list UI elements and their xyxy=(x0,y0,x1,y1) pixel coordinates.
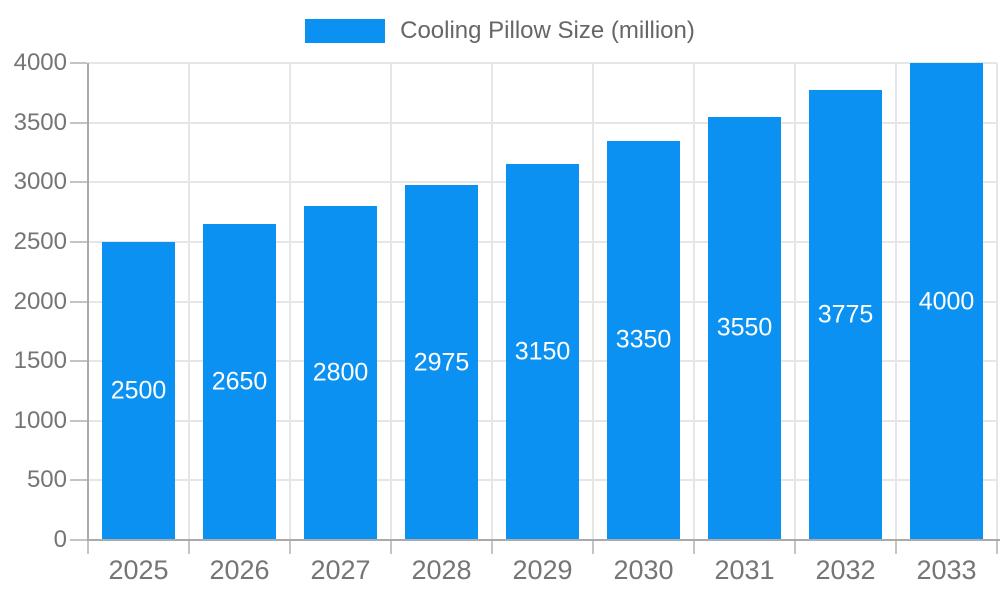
x-axis-label: 2032 xyxy=(815,555,876,585)
bar-value-label: 2500 xyxy=(110,376,167,405)
legend-label: Cooling Pillow Size (million) xyxy=(400,17,695,44)
bar[interactable]: 4000 xyxy=(910,63,983,540)
y-axis-label: 4000 xyxy=(13,49,67,76)
x-axis-label: 2026 xyxy=(209,555,270,585)
y-axis-label: 2000 xyxy=(13,287,67,315)
x-gridline xyxy=(390,63,392,540)
x-axis-tick xyxy=(794,540,796,554)
x-axis-line xyxy=(87,539,1000,541)
x-axis-tick xyxy=(491,540,493,554)
bar[interactable]: 3150 xyxy=(506,164,579,540)
y-axis-tick xyxy=(70,121,87,124)
bar[interactable]: 3350 xyxy=(607,140,680,540)
bar[interactable]: 3550 xyxy=(708,116,781,540)
bar[interactable]: 2800 xyxy=(304,206,377,540)
bar-value-label: 2975 xyxy=(413,348,470,377)
y-axis-label: 500 xyxy=(26,466,67,494)
x-axis-tick xyxy=(188,540,190,554)
y-gridline xyxy=(88,121,997,124)
x-axis-tick xyxy=(390,540,392,554)
x-axis-tick xyxy=(289,540,291,554)
x-gridline xyxy=(188,63,190,540)
x-axis-label: 2033 xyxy=(916,555,977,585)
y-axis-tick xyxy=(70,181,87,184)
bar[interactable]: 2500 xyxy=(102,241,175,540)
bar-value-label: 2800 xyxy=(312,358,369,387)
bar[interactable]: 2975 xyxy=(405,185,478,540)
plot-area: 2500 2650 2800 2975 3150 3350 3550 3775 4000 xyxy=(88,62,998,540)
x-axis-tick xyxy=(996,540,998,554)
bar-value-label: 3350 xyxy=(615,325,672,354)
x-gridline xyxy=(996,63,998,540)
y-axis-label: 0 xyxy=(53,526,67,553)
x-axis-tick xyxy=(592,540,594,554)
x-axis-label: 2028 xyxy=(411,555,472,585)
x-gridline xyxy=(895,63,897,540)
x-axis-label: 2029 xyxy=(512,555,573,585)
x-gridline xyxy=(693,63,695,540)
x-gridline xyxy=(289,63,291,540)
y-axis-tick xyxy=(70,62,87,64)
legend: Cooling Pillow Size (million) xyxy=(0,17,1000,45)
x-gridline xyxy=(794,63,796,540)
x-axis-label: 2027 xyxy=(310,555,371,585)
bar[interactable]: 2650 xyxy=(203,224,276,540)
y-axis-tick xyxy=(70,479,87,482)
y-axis-label: 3500 xyxy=(13,108,67,136)
y-axis-label: 1500 xyxy=(13,347,67,375)
x-axis-tick xyxy=(693,540,695,554)
x-axis-tick xyxy=(87,540,89,554)
x-gridline xyxy=(592,63,594,540)
x-axis-label: 2031 xyxy=(714,555,775,585)
x-axis-label: 2025 xyxy=(108,555,169,585)
y-axis-label: 2500 xyxy=(13,227,67,255)
bar-value-label: 3775 xyxy=(817,300,874,329)
y-axis-tick xyxy=(70,240,87,243)
y-axis-label: 3000 xyxy=(13,168,67,196)
y-axis-line xyxy=(87,63,89,541)
legend-item[interactable]: Cooling Pillow Size (million) xyxy=(305,17,695,45)
y-axis-tick xyxy=(70,300,87,303)
x-axis-tick xyxy=(895,540,897,554)
bar-value-label: 3150 xyxy=(514,337,571,366)
x-axis-label: 2030 xyxy=(613,555,674,585)
bar-value-label: 4000 xyxy=(918,287,975,315)
bar[interactable]: 3775 xyxy=(809,89,882,540)
y-axis-tick xyxy=(70,539,87,541)
bar-value-label: 2650 xyxy=(211,367,268,396)
bar-value-label: 3550 xyxy=(716,313,773,342)
y-axis-tick xyxy=(70,419,87,422)
x-gridline xyxy=(491,63,493,540)
y-axis-tick xyxy=(70,360,87,363)
y-axis-label: 1000 xyxy=(13,406,67,434)
legend-swatch-icon xyxy=(305,19,386,43)
y-gridline xyxy=(88,62,997,64)
